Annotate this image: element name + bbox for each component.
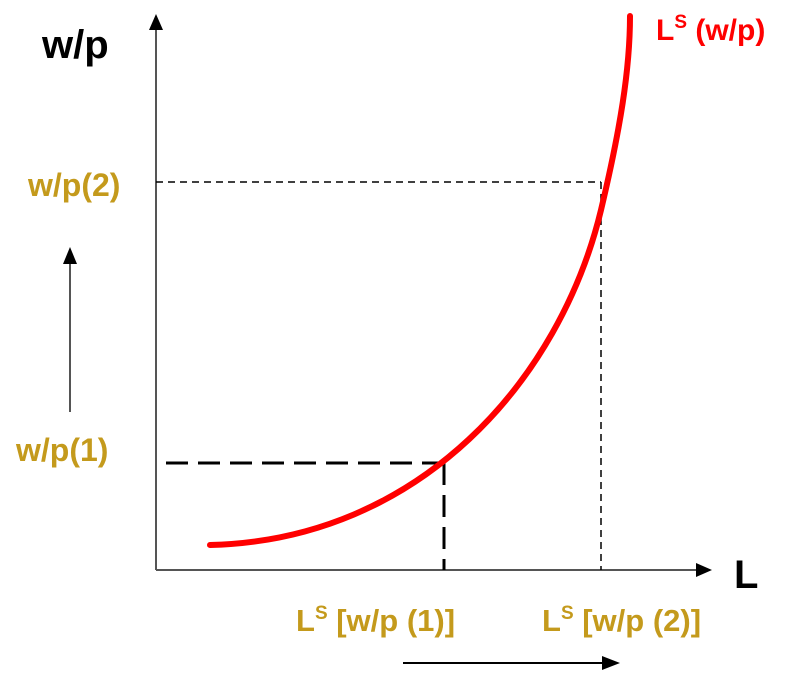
up-shift-arrow-head bbox=[63, 247, 77, 264]
right-shift-arrow-head bbox=[602, 656, 620, 670]
quantity-2-label: LS [w/p (2)] bbox=[542, 603, 701, 638]
x-axis-label: L bbox=[734, 553, 758, 597]
labor-supply-curve bbox=[207, 13, 633, 548]
y-axis-label: w/p bbox=[41, 23, 109, 67]
x-axis-arrowhead bbox=[696, 563, 712, 577]
wp1-label: w/p(1) bbox=[15, 432, 108, 468]
wp2-label: w/p(2) bbox=[27, 167, 120, 203]
curve-label: LS (w/p) bbox=[656, 12, 765, 47]
quantity-1-label: LS [w/p (1)] bbox=[296, 603, 455, 638]
y-axis-arrowhead bbox=[149, 14, 163, 30]
